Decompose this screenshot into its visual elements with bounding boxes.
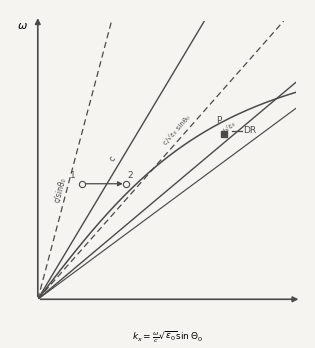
Text: 2: 2 — [127, 171, 133, 180]
Text: c: c — [107, 154, 118, 163]
Text: DR: DR — [243, 126, 256, 135]
Text: c/sinθ₀: c/sinθ₀ — [52, 176, 68, 203]
Text: c/√ε₀ sinθ₀: c/√ε₀ sinθ₀ — [162, 114, 191, 146]
Text: 1: 1 — [70, 171, 75, 180]
Text: $k_x = \frac{\omega}{c}\sqrt{\varepsilon_0}\sin\Theta_0$: $k_x = \frac{\omega}{c}\sqrt{\varepsilon… — [131, 330, 203, 345]
Text: P: P — [216, 116, 221, 125]
Text: c/√ε₀: c/√ε₀ — [220, 120, 237, 136]
Text: $\omega$: $\omega$ — [17, 21, 28, 31]
